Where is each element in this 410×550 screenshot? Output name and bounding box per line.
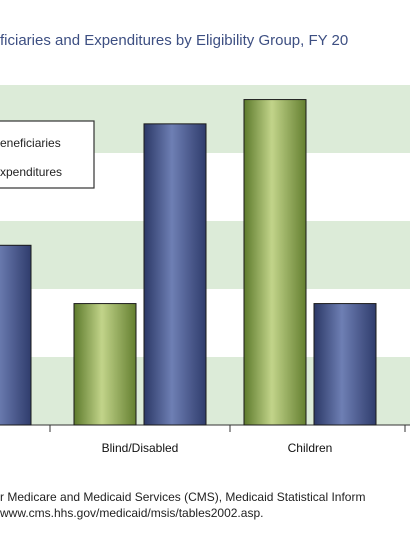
- legend-box: [0, 120, 95, 189]
- x-axis: [0, 424, 410, 432]
- legend-entry-expenditures: xpenditures: [0, 165, 62, 179]
- chart-title: ficiaries and Expenditures by Eligibilit…: [0, 32, 349, 49]
- bar-beneficiaries-2: [243, 99, 307, 426]
- bar-expenditures-1: [143, 123, 207, 426]
- source-line-1: r Medicare and Medicaid Services (CMS), …: [0, 490, 366, 504]
- x-tick-label: Blind/Disabled: [102, 441, 179, 455]
- x-tick-labels: Blind/Disabled Children: [102, 441, 333, 455]
- x-tick-label: Children: [288, 441, 333, 455]
- bar-expenditures-2: [313, 303, 377, 426]
- source-line-2: www.cms.hhs.gov/medicaid/msis/tables2002…: [0, 506, 264, 520]
- bar-expenditures-0: [0, 244, 32, 426]
- bar-beneficiaries-1: [73, 303, 137, 426]
- bar-series: [0, 99, 377, 426]
- legend-entry-beneficiaries: eneficiaries: [0, 136, 61, 150]
- legend: eneficiaries xpenditures: [0, 120, 95, 189]
- source-note: r Medicare and Medicaid Services (CMS), …: [0, 489, 365, 521]
